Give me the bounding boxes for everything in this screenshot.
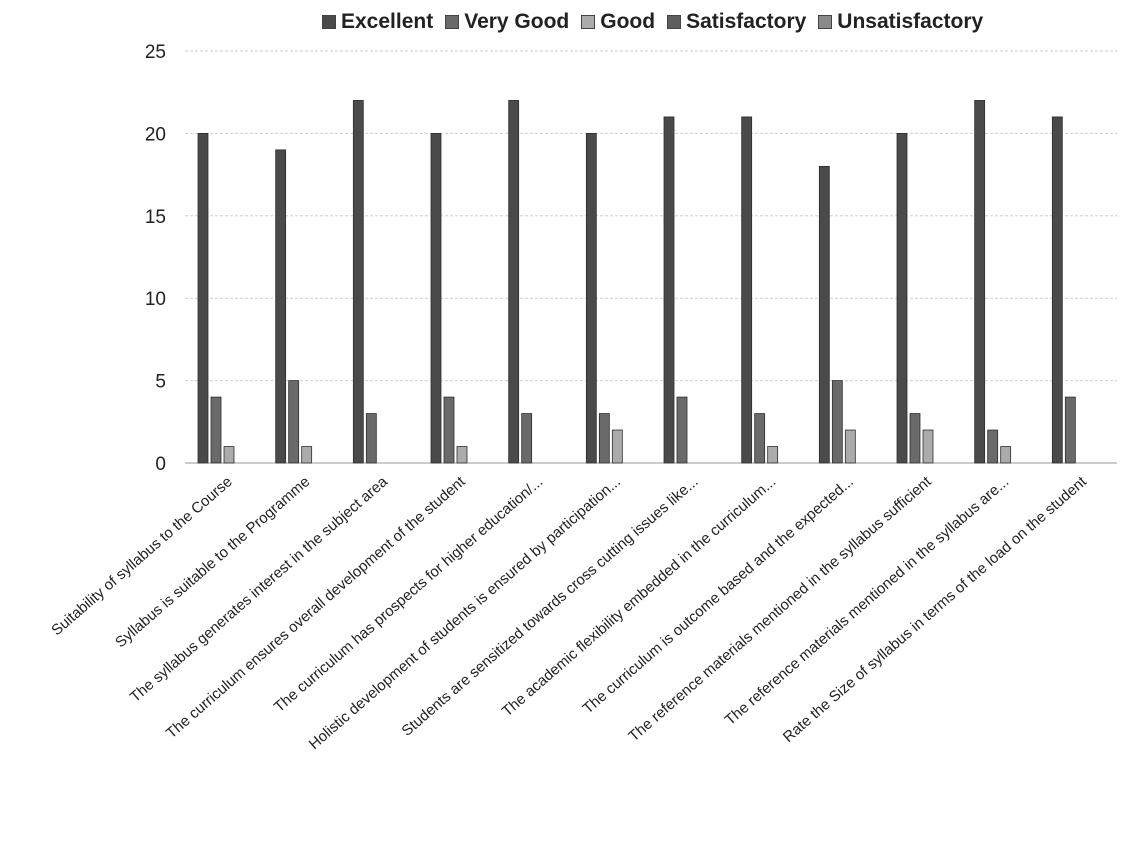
y-tick-label: 10	[145, 289, 166, 310]
bar-very-good	[831, 380, 843, 464]
x-category-label: The reference materials mentioned in the…	[625, 473, 935, 745]
x-category-label: The academic flexibility embedded in the…	[499, 473, 779, 720]
x-category-label: Rate the Size of syllabus in terms of th…	[780, 473, 1091, 746]
y-tick-label: 5	[155, 372, 166, 393]
legend-label: Very Good	[464, 10, 570, 33]
bar-very-good	[521, 413, 533, 464]
bar-very-good	[210, 396, 222, 464]
x-category-label: The syllabus generates interest in the s…	[127, 473, 392, 706]
bar-excellent	[1051, 116, 1063, 464]
bar-very-good	[909, 413, 921, 464]
legend-swatch	[667, 15, 682, 29]
legend-label: Excellent	[341, 10, 434, 33]
legend-swatch	[818, 15, 833, 29]
y-tick-label: 0	[155, 454, 166, 475]
bar-good	[844, 429, 856, 464]
bar-excellent	[430, 132, 442, 464]
bar-good	[1000, 446, 1012, 464]
bar-very-good	[365, 413, 377, 464]
bar-excellent	[663, 116, 675, 464]
bar-very-good	[598, 413, 610, 464]
bar-good	[767, 446, 779, 464]
bar-excellent	[818, 165, 830, 464]
bar-excellent	[974, 100, 986, 464]
bar-very-good	[676, 396, 688, 464]
legend: Excellent Very Good Good Satisfactory Unsati…	[322, 10, 983, 34]
bar-good	[301, 446, 313, 464]
legend-label: Good	[600, 10, 656, 33]
legend-item: Unsatisfactory	[818, 10, 983, 34]
x-category-label: The curriculum ensures overall developme…	[163, 473, 469, 742]
y-tick-label: 25	[145, 42, 166, 63]
bar-very-good	[1064, 396, 1076, 464]
legend-swatch	[445, 15, 460, 29]
bar-very-good	[288, 380, 300, 464]
bar-good	[223, 446, 235, 464]
x-category-label: The curriculum has prospects for higher …	[271, 473, 546, 716]
legend-item: Very Good	[445, 10, 569, 34]
legend-label: Satisfactory	[686, 10, 807, 33]
bar-excellent	[508, 100, 520, 464]
x-category-label: Students are sensitized towards cross cu…	[399, 473, 702, 740]
bar-good	[456, 446, 468, 464]
x-category-label: The curriculum is outcome based and the …	[580, 473, 857, 717]
bar-excellent	[741, 116, 753, 464]
bar-excellent	[585, 132, 597, 464]
legend-swatch	[322, 15, 336, 29]
bar-excellent	[352, 100, 364, 464]
legend-item: Good	[581, 10, 655, 34]
legend-item: Excellent	[322, 10, 433, 34]
bar-good	[922, 429, 934, 464]
bar-excellent	[197, 132, 209, 464]
bar-very-good	[443, 396, 455, 464]
bar-very-good	[987, 429, 999, 464]
legend-swatch	[581, 15, 596, 29]
y-tick-label: 20	[145, 124, 166, 145]
legend-label: Unsatisfactory	[837, 10, 984, 33]
x-category-label: The reference materials mentioned in the…	[722, 473, 1013, 729]
bar-very-good	[754, 413, 766, 464]
y-tick-label: 15	[145, 207, 166, 228]
bar-excellent	[275, 149, 287, 464]
bar-good	[611, 429, 623, 464]
bar-excellent	[896, 132, 908, 464]
legend-item: Satisfactory	[667, 10, 806, 34]
